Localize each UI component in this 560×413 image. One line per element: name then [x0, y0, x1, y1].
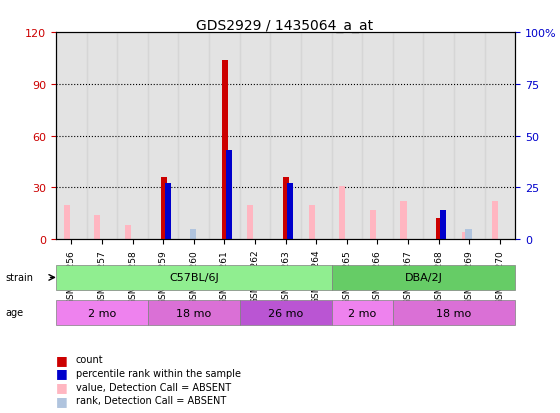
- Bar: [240, 33, 270, 240]
- Text: percentile rank within the sample: percentile rank within the sample: [76, 368, 241, 378]
- Bar: [179, 33, 209, 240]
- FancyBboxPatch shape: [56, 301, 148, 325]
- FancyBboxPatch shape: [393, 301, 515, 325]
- Text: age: age: [6, 308, 24, 318]
- Text: ■: ■: [56, 353, 68, 366]
- Bar: [56, 33, 87, 240]
- Text: 26 mo: 26 mo: [268, 308, 303, 318]
- Bar: [423, 33, 454, 240]
- Bar: [64, 205, 70, 240]
- Text: rank, Detection Call = ABSENT: rank, Detection Call = ABSENT: [76, 395, 226, 405]
- Bar: [301, 33, 332, 240]
- Text: DBA/2J: DBA/2J: [404, 273, 442, 283]
- Bar: [362, 33, 393, 240]
- Text: C57BL/6J: C57BL/6J: [169, 273, 218, 283]
- Bar: [148, 33, 179, 240]
- FancyBboxPatch shape: [332, 266, 515, 290]
- Text: 2 mo: 2 mo: [88, 308, 116, 318]
- Bar: [400, 202, 407, 240]
- Bar: [393, 33, 423, 240]
- Bar: [222, 61, 228, 240]
- Text: 18 mo: 18 mo: [436, 308, 472, 318]
- Bar: [484, 33, 515, 240]
- Bar: [117, 33, 148, 240]
- Bar: [190, 229, 196, 240]
- Bar: [125, 226, 131, 240]
- Text: ■: ■: [56, 380, 68, 393]
- Bar: [226, 151, 232, 240]
- FancyBboxPatch shape: [332, 301, 393, 325]
- Bar: [248, 205, 254, 240]
- Bar: [270, 33, 301, 240]
- FancyBboxPatch shape: [56, 266, 332, 290]
- Bar: [87, 33, 117, 240]
- Bar: [492, 202, 498, 240]
- Text: ■: ■: [56, 366, 68, 380]
- Bar: [309, 205, 315, 240]
- Bar: [465, 229, 472, 240]
- Text: ■: ■: [56, 394, 68, 407]
- Text: count: count: [76, 354, 103, 364]
- Bar: [332, 33, 362, 240]
- Bar: [287, 184, 293, 240]
- Text: value, Detection Call = ABSENT: value, Detection Call = ABSENT: [76, 382, 231, 392]
- Bar: [440, 211, 446, 240]
- FancyBboxPatch shape: [240, 301, 332, 325]
- FancyBboxPatch shape: [148, 301, 240, 325]
- Bar: [94, 216, 100, 240]
- Text: 2 mo: 2 mo: [348, 308, 376, 318]
- Bar: [339, 186, 346, 240]
- Text: strain: strain: [6, 273, 34, 282]
- Text: 18 mo: 18 mo: [176, 308, 211, 318]
- Bar: [209, 33, 240, 240]
- Text: GDS2929 / 1435064_a_at: GDS2929 / 1435064_a_at: [196, 19, 373, 33]
- Bar: [283, 178, 290, 240]
- Bar: [436, 219, 442, 240]
- Bar: [461, 233, 468, 240]
- Bar: [165, 184, 171, 240]
- Bar: [161, 178, 167, 240]
- Bar: [454, 33, 484, 240]
- Bar: [370, 210, 376, 240]
